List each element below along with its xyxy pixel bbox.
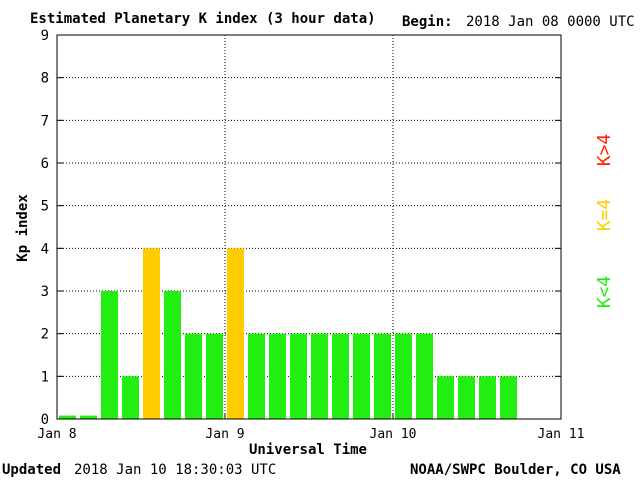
kp-bar: [395, 333, 412, 419]
kp-bar: [248, 333, 265, 419]
legend-k-lt-4: K<4: [594, 276, 615, 309]
x-tick-label: Jan 11: [538, 427, 585, 442]
kp-bar: [437, 376, 454, 419]
kp-bar: [290, 333, 307, 419]
credit: NOAA/SWPC Boulder, CO USA: [410, 462, 621, 478]
kp-bar: [185, 333, 202, 419]
begin-label: Begin:: [402, 14, 453, 30]
kp-bar: [374, 333, 391, 419]
y-tick-label: 3: [41, 284, 49, 300]
y-tick-label: 1: [41, 369, 49, 385]
kp-bar: [458, 376, 475, 419]
kp-bars: [59, 248, 517, 419]
y-ticks: 0 1 2 3 4 5 6 7 8 9: [41, 28, 561, 428]
x-ticks: Jan 8 Jan 9 Jan 10 Jan 11: [37, 413, 584, 442]
legend-k-gt-4: K>4: [594, 134, 615, 167]
kp-bar: [101, 291, 118, 419]
x-tick-label: Jan 8: [37, 427, 76, 442]
kp-bar: [80, 415, 97, 419]
kp-bar: [500, 376, 517, 419]
y-tick-label: 4: [41, 241, 49, 257]
kp-bar: [416, 333, 433, 419]
plot-frame: [56, 34, 562, 420]
y-axis-label: Kp index: [15, 194, 31, 262]
kp-bar: [479, 376, 496, 419]
chart-title: Estimated Planetary K index (3 hour data…: [30, 11, 376, 27]
x-tick-label: Jan 10: [370, 427, 417, 442]
y-tick-label: 7: [41, 113, 49, 129]
updated-value: 2018 Jan 10 18:30:03 UTC: [74, 462, 276, 478]
y-tick-label: 6: [41, 156, 49, 172]
kp-bar: [332, 333, 349, 419]
y-tick-label: 5: [41, 199, 49, 215]
kp-bar: [59, 415, 76, 419]
kp-bar: [353, 333, 370, 419]
y-tick-label: 2: [41, 327, 49, 343]
kp-bar: [311, 333, 328, 419]
x-axis-label: Universal Time: [249, 442, 367, 458]
kp-bar: [269, 333, 286, 419]
kp-bar: [227, 248, 244, 419]
kp-bar: [143, 248, 160, 419]
legend-k-eq-4: K=4: [594, 199, 615, 232]
kp-bar: [206, 333, 223, 419]
kp-bar: [164, 291, 181, 419]
y-tick-label: 0: [41, 412, 49, 428]
updated-label: Updated: [2, 462, 61, 478]
begin-value: 2018 Jan 08 0000 UTC: [466, 14, 635, 30]
y-tick-label: 8: [41, 71, 49, 87]
kp-bar: [122, 376, 139, 419]
x-tick-label: Jan 9: [205, 427, 244, 442]
grid-lines: [57, 35, 561, 419]
y-tick-label: 9: [41, 28, 49, 44]
